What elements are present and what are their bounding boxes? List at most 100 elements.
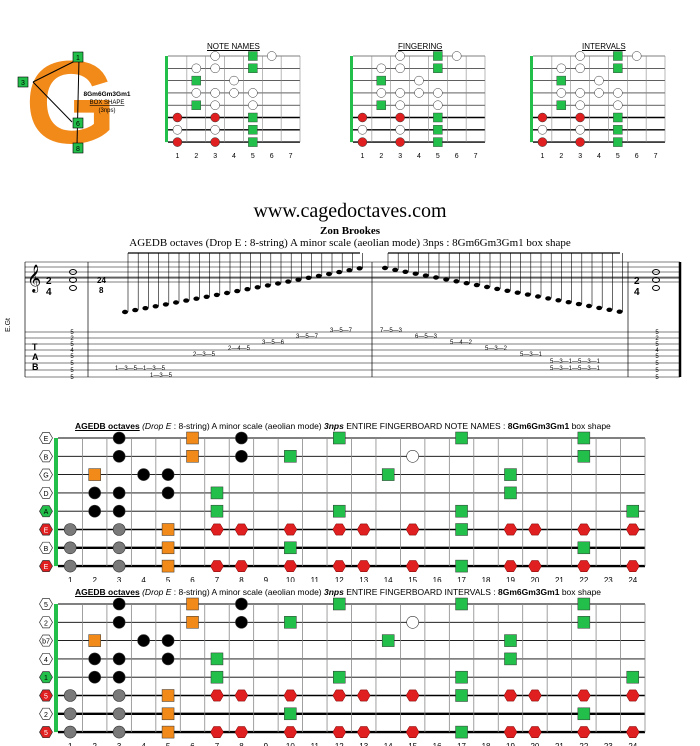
octave-marker bbox=[210, 560, 224, 572]
tab-letter-t: T bbox=[32, 342, 38, 352]
svg-text:5—4—2: 5—4—2 bbox=[450, 340, 473, 346]
mini-fret-number: 1 bbox=[540, 153, 544, 160]
fret-number: 2 bbox=[92, 576, 97, 582]
octave-marker bbox=[626, 689, 640, 702]
open-string-label: B bbox=[44, 454, 49, 461]
svg-text:7—5—3: 7—5—3 bbox=[380, 328, 403, 334]
shape-root-marker bbox=[161, 689, 175, 702]
fret-number: 11 bbox=[311, 576, 320, 582]
whole-note bbox=[69, 269, 77, 275]
fret-number: 1 bbox=[68, 576, 73, 582]
tab-number: 5 bbox=[655, 375, 659, 381]
mini-root-marker bbox=[556, 100, 566, 110]
octave-marker bbox=[626, 523, 640, 536]
mini-fret-number: 5 bbox=[436, 153, 440, 160]
fret-number: 16 bbox=[433, 576, 442, 582]
octave-marker bbox=[503, 523, 518, 536]
octave-marker bbox=[210, 689, 224, 702]
mini-note-marker bbox=[357, 125, 368, 135]
mini-note-marker bbox=[395, 112, 405, 123]
fret-number: 3 bbox=[117, 742, 122, 746]
octave-marker bbox=[234, 689, 249, 702]
open-string-label: A bbox=[44, 509, 49, 516]
shape-root-marker bbox=[88, 634, 101, 647]
tab-number: 5 bbox=[655, 361, 659, 367]
note-head bbox=[422, 273, 429, 278]
mini-note-marker bbox=[172, 112, 183, 123]
open-string-label: 4 bbox=[44, 657, 48, 664]
octave-marker bbox=[577, 560, 591, 572]
scale-note-marker bbox=[112, 504, 126, 518]
root-marker bbox=[284, 616, 297, 629]
root-marker bbox=[455, 597, 468, 611]
mini-note-marker bbox=[191, 63, 202, 74]
open-string-marker bbox=[39, 541, 53, 554]
mini-root-marker bbox=[433, 51, 443, 61]
mini-title-fingering: FINGERING bbox=[398, 42, 443, 51]
mini-fret-number: 7 bbox=[474, 153, 478, 160]
svg-text:1: 1 bbox=[76, 55, 80, 62]
scale-note-marker bbox=[161, 468, 175, 481]
fret-number: 20 bbox=[530, 576, 539, 582]
mini-note-marker bbox=[414, 88, 424, 98]
tab-number: 5 bbox=[70, 368, 74, 374]
mini-note-marker bbox=[594, 75, 604, 86]
fret-number: 4 bbox=[141, 742, 146, 746]
root-marker bbox=[333, 504, 346, 518]
logo-shape-name: 8Gm6Gm3Gm1 bbox=[84, 91, 131, 98]
open-string-label: D bbox=[43, 491, 48, 498]
tab-number: 5 bbox=[655, 330, 659, 336]
tab-letter-a: A bbox=[32, 352, 39, 362]
note-head bbox=[555, 298, 562, 303]
octave-marker bbox=[234, 726, 249, 738]
svg-text:8: 8 bbox=[76, 146, 80, 153]
fret-number: 10 bbox=[286, 576, 295, 582]
mini-root-marker bbox=[248, 112, 258, 123]
note-head bbox=[152, 304, 159, 309]
open-string-label: B bbox=[44, 546, 49, 553]
fret-number: 16 bbox=[433, 742, 442, 746]
mini-root-marker bbox=[191, 100, 201, 110]
note-head bbox=[244, 287, 251, 292]
fret-number: 6 bbox=[190, 576, 195, 582]
open-string-marker bbox=[39, 707, 53, 720]
note-head bbox=[326, 271, 332, 277]
fret-number: 9 bbox=[264, 576, 269, 582]
root-marker bbox=[210, 504, 224, 518]
mini-note-marker bbox=[451, 51, 462, 61]
mini-root-marker bbox=[248, 51, 258, 61]
fret-number: 8 bbox=[239, 576, 244, 582]
note-head bbox=[606, 307, 613, 312]
fret-number: 19 bbox=[506, 576, 515, 582]
octave-marker bbox=[210, 523, 224, 536]
octave-marker bbox=[577, 523, 591, 536]
scale-note-marker bbox=[235, 431, 248, 445]
note-head bbox=[545, 296, 552, 301]
mini-note-marker bbox=[210, 137, 220, 147]
svg-text:2: 2 bbox=[634, 276, 640, 287]
fret-number: 19 bbox=[506, 742, 515, 746]
svg-text:4: 4 bbox=[634, 287, 640, 298]
scale-note-marker bbox=[112, 725, 126, 739]
note-head bbox=[132, 307, 139, 313]
note-head bbox=[142, 306, 149, 311]
octave-marker bbox=[405, 560, 420, 572]
octave-marker bbox=[356, 689, 371, 702]
logo-marker-6 bbox=[72, 117, 84, 129]
open-string-marker bbox=[39, 450, 53, 463]
fret-number: 3 bbox=[117, 576, 122, 582]
mini-note-marker bbox=[613, 100, 623, 110]
octave-marker bbox=[356, 523, 371, 536]
fret-number: 4 bbox=[141, 576, 146, 582]
mini-note-marker bbox=[414, 75, 424, 86]
logo-caption: BOX SHAPE bbox=[90, 100, 125, 106]
scale-note-marker bbox=[88, 652, 101, 666]
note-head bbox=[203, 294, 210, 299]
fret-number: 15 bbox=[408, 742, 417, 746]
scale-note-marker bbox=[235, 597, 248, 611]
open-string-label: 5 bbox=[44, 694, 48, 701]
mini-note-marker bbox=[172, 125, 183, 135]
tab-number: 5 bbox=[70, 330, 74, 336]
shape-root-marker bbox=[186, 616, 199, 629]
mini-fret-number: 5 bbox=[251, 153, 255, 160]
